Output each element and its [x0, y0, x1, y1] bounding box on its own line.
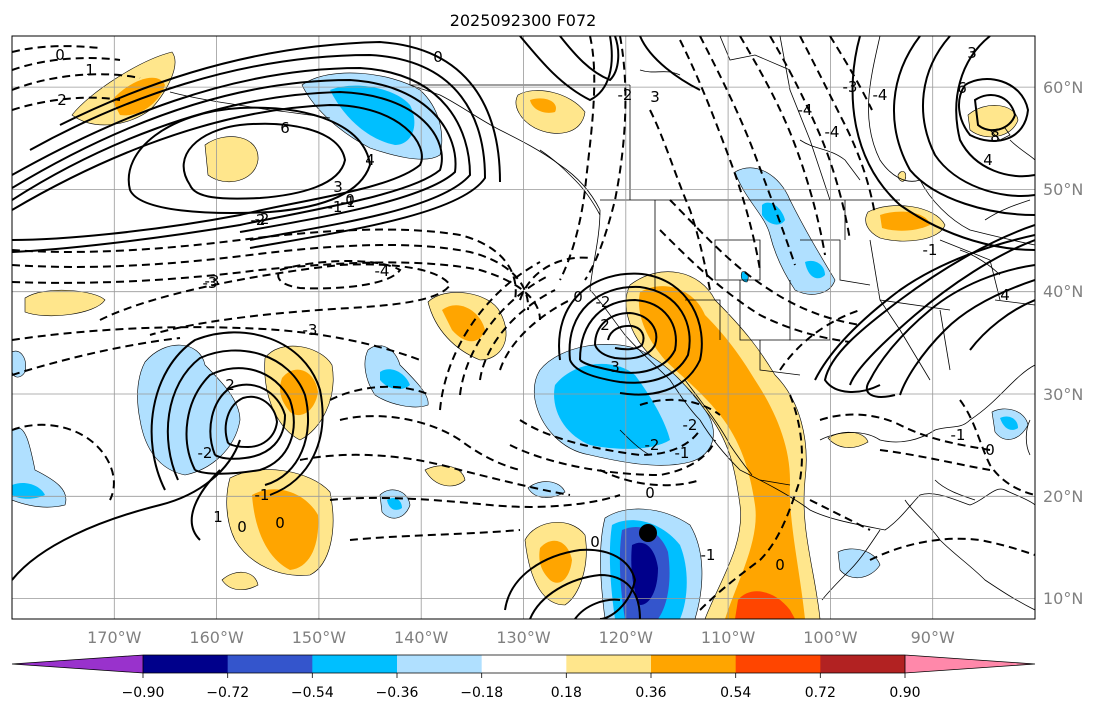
lon-tick: 100°W	[803, 628, 858, 647]
contours-dashed	[12, 36, 1035, 611]
contour-label: -1	[341, 193, 356, 211]
colorbar-swatch	[481, 655, 567, 673]
contour-labels: 0 1 2 6 4 3 -1 -2 -3 -4 0 3 -2 2 -3 -4 -…	[55, 44, 1010, 574]
contour-label: 0	[345, 191, 355, 209]
contour-label: 0	[573, 288, 583, 306]
colorbar-tick-label: −0.72	[206, 685, 249, 701]
lat-tick: 60°N	[1043, 78, 1083, 97]
lon-tick: 110°W	[701, 628, 756, 647]
lon-tick: 150°W	[292, 628, 347, 647]
map-frame	[11, 35, 1036, 620]
contour-label: -2	[198, 444, 213, 462]
contour-label: 6	[957, 79, 967, 97]
contour-label: 3	[967, 44, 977, 62]
colorbar-tick-label: −0.54	[291, 685, 334, 701]
contour-label: 3	[333, 178, 343, 196]
contour-label: 4	[983, 151, 993, 169]
colorbar-swatches	[12, 655, 1035, 673]
contour-label: 2	[57, 91, 67, 109]
contour-label: 8	[990, 128, 1000, 146]
colorbar-extend-low	[12, 655, 143, 673]
contour-label: 3	[650, 88, 660, 106]
colorbar-swatch	[397, 655, 483, 673]
contour-label: 4	[1000, 286, 1010, 304]
contour-label: -2	[596, 293, 611, 311]
colorbar-tick-label: −0.36	[376, 685, 419, 701]
lon-tick: 120°W	[599, 628, 654, 647]
lon-tick: 140°W	[394, 628, 449, 647]
latitude-axis: 60°N 50°N 40°N 30°N 20°N 10°N	[1043, 78, 1083, 608]
contour-label: 0	[985, 441, 995, 459]
contour-label: -1	[255, 486, 270, 504]
colorbar-swatch	[735, 655, 821, 673]
contour-label: -3	[205, 272, 220, 290]
colorbar-swatch	[227, 655, 313, 673]
colorbar-swatch	[143, 655, 229, 673]
lat-tick: 40°N	[1043, 282, 1083, 301]
contour-label: 0	[275, 514, 285, 532]
contours-solid	[12, 36, 1035, 619]
contour-label: -3	[203, 274, 218, 292]
colorbar-tick-label: 0.72	[805, 685, 836, 701]
lon-tick: 170°W	[87, 628, 142, 647]
contour-label: -4	[798, 101, 813, 119]
colorbar-swatch	[566, 655, 652, 673]
contour-label: 6	[280, 119, 290, 137]
chart-title: 2025092300 F072	[450, 11, 597, 30]
colorbar-tick-label: −0.90	[122, 685, 165, 701]
contour-label: -1	[675, 444, 690, 462]
contour-label: 1	[213, 508, 223, 526]
lon-tick: 130°W	[496, 628, 551, 647]
colorbar-extend-high	[905, 655, 1035, 673]
colorbar-tick-label: −0.18	[460, 685, 503, 701]
contour-label: 0	[237, 518, 247, 536]
lat-tick: 10°N	[1043, 589, 1083, 608]
contour-label: 0	[775, 556, 785, 574]
contour-label: 2	[225, 376, 235, 394]
lat-tick: 30°N	[1043, 385, 1083, 404]
colorbar-tick-label: 0.36	[635, 685, 666, 701]
contour-label: -4	[375, 262, 390, 280]
contour-label: -1	[951, 426, 966, 444]
contour-label: 0	[645, 484, 655, 502]
contour-label: -2	[618, 86, 633, 104]
lat-tick: 50°N	[1043, 180, 1083, 199]
contour-label: -4	[873, 86, 888, 104]
contour-label: 3	[610, 358, 620, 376]
contour-label: -3	[303, 321, 318, 339]
contour-label: -3	[843, 78, 858, 96]
contour-label: -2	[255, 210, 270, 228]
colorbar-tick-label: 0.18	[551, 685, 582, 701]
gridlines	[12, 36, 1035, 619]
contour-label: -1	[701, 546, 716, 564]
storm-center-marker	[639, 524, 657, 542]
colorbar-tick-label: 0.54	[720, 685, 751, 701]
contour-label: -1	[923, 241, 938, 259]
contour-label: -1	[328, 198, 343, 216]
colorbar-ticks	[142, 673, 906, 678]
contour-label: -2	[645, 436, 660, 454]
lon-tick: 160°W	[189, 628, 244, 647]
contour-label: -4	[825, 123, 840, 141]
colorbar-swatch	[312, 655, 398, 673]
contour-label: 0	[590, 533, 600, 551]
contour-label: 0	[433, 48, 443, 66]
contour-label: 0	[55, 46, 65, 64]
colorbar-swatch	[651, 655, 737, 673]
contour-label: 4	[365, 151, 375, 169]
contour-label: 1	[85, 61, 95, 79]
colorbar-swatch	[820, 655, 906, 673]
lat-tick: 20°N	[1043, 487, 1083, 506]
lon-tick: 90°W	[911, 628, 955, 647]
contour-label: 2	[600, 316, 610, 334]
map-panel: 0 1 2 6 4 3 -1 -2 -3 -4 0 3 -2 2 -3 -4 -…	[11, 35, 1036, 620]
colorbar-tick-label: 0.90	[889, 685, 920, 701]
longitude-axis: 170°W 160°W 150°W 140°W 130°W 120°W 110°…	[87, 628, 955, 647]
contour-label: -2	[251, 211, 266, 229]
colorbar: −0.90 −0.72 −0.54 −0.36 −0.18 0.18 0.36 …	[11, 654, 1036, 701]
contour-label: -2	[683, 416, 698, 434]
